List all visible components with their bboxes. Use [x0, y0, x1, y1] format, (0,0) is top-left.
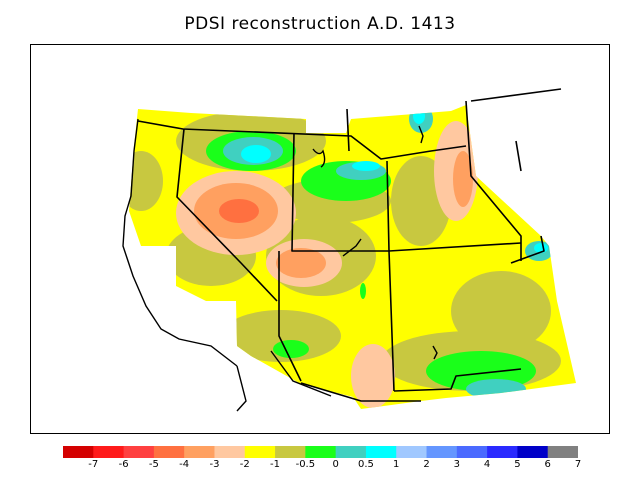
colorbar-tick-label: 3 [453, 459, 460, 470]
field-green-dot [360, 283, 366, 299]
field-peach-south [351, 344, 395, 408]
border-oklahoma [510, 235, 545, 264]
colorbar-tick-label: -6 [118, 459, 129, 470]
colorbar-tick-label: 0 [332, 459, 339, 470]
map-title: PDSI reconstruction A.D. 1413 [184, 14, 456, 34]
coastline-gulf [270, 350, 332, 397]
colorbar-segment [184, 446, 216, 458]
colorbar-tick-label: 0.5 [357, 459, 374, 470]
colorbar-segment [244, 446, 276, 458]
colorbar-tick-label: -0.5 [295, 459, 316, 470]
colorbar-segment [487, 446, 519, 458]
coastline-pacific [122, 118, 238, 367]
colorbar-tick-label: -3 [209, 459, 220, 470]
colorbar-segment [456, 446, 488, 458]
colorbar-tick-label: 1 [393, 459, 400, 470]
map-frame [30, 44, 610, 434]
colorbar-tick-label: 5 [514, 459, 521, 470]
coastline-baja [236, 365, 247, 412]
colorbar-segment [365, 446, 397, 458]
field-cyan-central [352, 161, 380, 171]
colorbar-tick-label: -5 [148, 459, 159, 470]
state-borders [137, 88, 562, 402]
colorbar-segment [153, 446, 185, 458]
colorbar-tick-label: 6 [544, 459, 551, 470]
colorbar-tick-label: 4 [483, 459, 491, 470]
border-mexico [300, 382, 421, 402]
field-red-nevada [219, 199, 259, 223]
lake-great-salt [342, 238, 362, 257]
colorbar-tick-label: 2 [423, 459, 430, 470]
lake-north [418, 125, 424, 144]
colorbar-segment [396, 446, 428, 458]
field-orange-plains [453, 151, 473, 207]
border-wy-co-nm [386, 160, 395, 392]
field-cyan-north [241, 145, 271, 163]
border-ca-nv [176, 128, 278, 302]
colorbar-tick-label: -2 [239, 459, 250, 470]
colorbar [63, 446, 578, 458]
pdsi-map [122, 88, 576, 412]
border-az-west [278, 251, 302, 382]
colorbar-tick-label: -7 [88, 459, 99, 470]
colorbar-segment [93, 446, 125, 458]
colorbar-segment [517, 446, 549, 458]
lake-flathead [312, 148, 326, 168]
colorbar-tick-label: -1 [270, 459, 281, 470]
lake-nm [432, 345, 438, 360]
colorbar-segment [123, 446, 155, 458]
coastline [122, 118, 438, 412]
border-minnesota [515, 140, 522, 172]
border-nm-tx [393, 368, 522, 392]
colorbar-segment [214, 446, 246, 458]
colorbar-segment [426, 446, 458, 458]
colorbar-segment [547, 446, 578, 458]
border-canada [470, 88, 562, 102]
colorbar-segment [335, 446, 367, 458]
field-green-south [273, 340, 309, 358]
colorbar-segment [305, 446, 337, 458]
field-orange-utah [276, 248, 326, 278]
field-olive-south [221, 310, 341, 362]
colorbar-tick-label: 7 [574, 459, 582, 470]
colorbar-tick-label: -4 [179, 459, 190, 470]
field-teal-se [466, 379, 526, 399]
colorbar-segment [275, 446, 306, 458]
field-olive-east [451, 271, 551, 351]
colorbar-segment [63, 446, 94, 458]
border-nv-ut-co [291, 132, 522, 252]
pdsi-field [129, 105, 576, 409]
border-dakotas [465, 100, 522, 261]
border-idaho [346, 108, 350, 152]
border-northern [137, 120, 467, 160]
field-olive-coast [129, 151, 163, 211]
field-cyan-ne [413, 108, 425, 124]
